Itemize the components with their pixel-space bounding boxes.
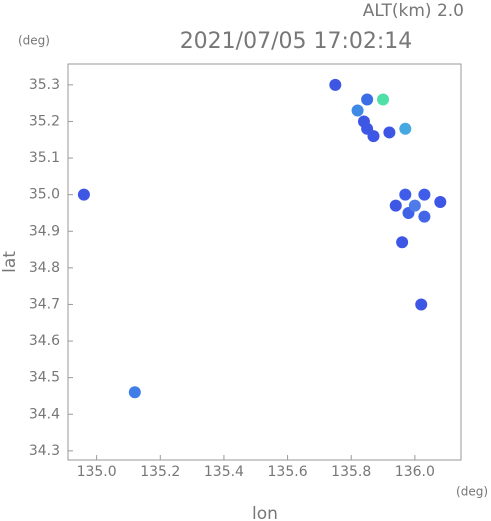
x-tick-label: 135.0 bbox=[77, 464, 117, 480]
echo bbox=[399, 188, 412, 201]
echo bbox=[434, 195, 447, 208]
echo bbox=[377, 93, 390, 106]
x-tick-label: 135.4 bbox=[204, 464, 244, 480]
chart-title: 2021/07/05 17:02:14 bbox=[180, 29, 413, 54]
y-tick-label: 35.3 bbox=[29, 77, 60, 93]
plot-frame bbox=[67, 63, 462, 461]
y-axis-title: lat bbox=[0, 251, 20, 273]
y-tick-label: 34.7 bbox=[29, 296, 60, 312]
echo bbox=[415, 298, 428, 311]
echo bbox=[367, 130, 380, 143]
echo bbox=[408, 199, 421, 212]
echo bbox=[128, 386, 141, 399]
x-unit: (deg) bbox=[456, 485, 488, 499]
altitude-label: ALT(km) 2.0 bbox=[363, 1, 464, 21]
echo bbox=[383, 126, 396, 139]
echo bbox=[396, 236, 409, 249]
echo bbox=[361, 93, 374, 106]
x-axis-title: lon bbox=[252, 504, 278, 521]
echo bbox=[418, 188, 431, 201]
x-tick-label: 135.8 bbox=[331, 464, 371, 480]
echo bbox=[418, 210, 431, 223]
y-tick-label: 34.9 bbox=[29, 223, 60, 239]
y-tick-label: 34.8 bbox=[29, 260, 60, 276]
x-tick-label: 136.0 bbox=[395, 464, 435, 480]
x-tick-label: 135.2 bbox=[140, 464, 180, 480]
y-tick-label: 35.2 bbox=[29, 113, 60, 129]
echo bbox=[389, 199, 402, 212]
y-tick-label: 35.1 bbox=[29, 150, 60, 166]
y-unit: (deg) bbox=[18, 34, 50, 48]
y-tick-label: 34.6 bbox=[29, 333, 60, 349]
y-tick-label: 34.3 bbox=[29, 443, 60, 459]
echo bbox=[399, 122, 412, 135]
y-tick-label: 35.0 bbox=[29, 187, 60, 203]
x-tick-label: 135.6 bbox=[268, 464, 308, 480]
y-tick-label: 34.5 bbox=[29, 370, 60, 386]
echo bbox=[329, 78, 342, 91]
y-tick-label: 34.4 bbox=[29, 406, 60, 422]
echo bbox=[77, 188, 90, 201]
echo bbox=[351, 104, 364, 117]
